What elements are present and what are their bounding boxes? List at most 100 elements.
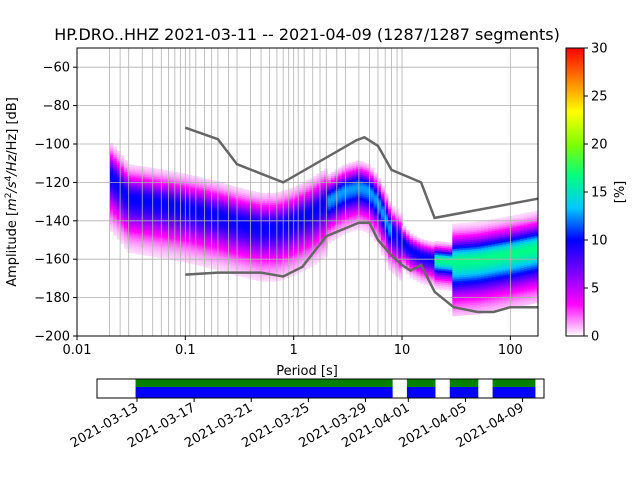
pdf-cell	[148, 242, 153, 245]
pdf-cell	[455, 279, 460, 282]
pdf-cell	[459, 284, 464, 287]
pdf-cell	[213, 222, 218, 226]
pdf-cell	[206, 240, 210, 243]
pdf-cell	[509, 256, 514, 259]
pdf-cell	[502, 255, 507, 258]
pdf-cell	[234, 236, 239, 240]
pdf-cell	[480, 230, 485, 233]
pdf-cell	[191, 179, 196, 182]
pdf-cell	[305, 214, 310, 217]
pdf-cell	[288, 205, 293, 209]
pdf-cell	[230, 232, 235, 235]
pdf-cell	[480, 238, 485, 241]
pdf-cell	[434, 244, 439, 248]
pdf-cell	[448, 267, 453, 270]
pdf-cell	[530, 278, 535, 281]
pdf-cell	[309, 241, 314, 244]
pdf-cell	[470, 264, 475, 267]
pdf-cell	[230, 216, 235, 219]
pdf-cell	[477, 267, 482, 270]
pdf-cell	[213, 190, 218, 193]
pdf-cell	[452, 260, 457, 263]
pdf-cell	[505, 222, 510, 225]
pdf-cell	[438, 245, 443, 248]
pdf-cell	[277, 222, 282, 226]
pdf-cell	[245, 195, 250, 198]
pdf-cell	[513, 241, 517, 245]
pdf-cell	[373, 224, 378, 227]
pdf-cell	[120, 157, 125, 160]
pdf-cell	[288, 219, 293, 222]
pdf-cell	[523, 297, 528, 300]
pdf-cell	[309, 235, 314, 239]
pdf-cell	[266, 208, 271, 211]
pdf-cell	[345, 215, 350, 218]
pdf-cell	[206, 204, 210, 207]
pdf-cell	[313, 193, 318, 196]
pdf-cell	[270, 194, 275, 198]
pdf-cell	[259, 223, 264, 226]
pdf-cell	[463, 228, 467, 231]
pdf-cell	[123, 238, 128, 242]
pdf-cell	[445, 280, 450, 283]
pdf-cell	[163, 250, 168, 254]
pdf-cell	[227, 200, 232, 203]
pdf-cell	[495, 251, 500, 254]
pdf-cell	[220, 184, 225, 187]
pdf-cell	[530, 284, 535, 287]
pdf-cell	[530, 244, 535, 247]
pdf-cell	[213, 219, 218, 222]
pdf-cell	[345, 213, 350, 216]
pdf-cell	[298, 210, 303, 213]
pdf-cell	[370, 173, 375, 176]
pdf-cell	[366, 194, 371, 197]
pdf-cell	[327, 195, 332, 198]
pdf-cell	[370, 207, 375, 211]
pdf-cell	[516, 260, 521, 263]
pdf-cell	[152, 189, 157, 192]
pdf-cell	[434, 264, 439, 267]
pdf-cell	[198, 185, 203, 188]
pdf-cell	[530, 257, 535, 260]
pdf-cell	[245, 199, 250, 202]
pdf-cell	[277, 194, 282, 197]
pdf-cell	[416, 245, 421, 248]
pdf-cell	[505, 277, 510, 281]
pdf-cell	[223, 187, 228, 190]
pdf-cell	[284, 201, 289, 204]
pdf-cell	[113, 171, 118, 175]
pdf-cell	[245, 206, 250, 210]
pdf-cell	[270, 240, 275, 244]
pdf-cell	[223, 208, 228, 212]
pdf-cell	[352, 192, 357, 195]
pdf-cell	[134, 205, 139, 209]
pdf-cell	[366, 202, 371, 205]
pdf-cell	[366, 186, 371, 190]
pdf-cell	[320, 219, 325, 222]
pdf-cell	[527, 215, 532, 219]
pdf-cell	[320, 245, 325, 249]
pdf-cell	[313, 189, 318, 192]
pdf-cell	[455, 309, 460, 313]
pdf-cell	[498, 236, 503, 240]
pdf-cell	[309, 232, 314, 235]
pdf-cell	[127, 170, 132, 173]
pdf-cell	[238, 266, 243, 269]
pdf-cell	[220, 246, 225, 249]
pdf-cell	[120, 228, 125, 231]
pdf-cell	[488, 233, 492, 236]
pdf-cell	[345, 194, 350, 197]
pdf-cell	[380, 249, 385, 252]
pdf-cell	[141, 197, 146, 200]
pdf-cell	[120, 163, 125, 166]
pdf-cell	[170, 253, 175, 257]
pdf-cell	[127, 237, 132, 240]
pdf-cell	[234, 208, 239, 211]
pdf-cell	[305, 233, 310, 237]
pdf-cell	[388, 218, 393, 221]
pdf-cell	[513, 286, 517, 289]
pdf-cell	[488, 259, 492, 263]
pdf-cell	[163, 198, 168, 202]
pdf-cell	[384, 245, 389, 248]
pdf-cell	[131, 247, 135, 250]
